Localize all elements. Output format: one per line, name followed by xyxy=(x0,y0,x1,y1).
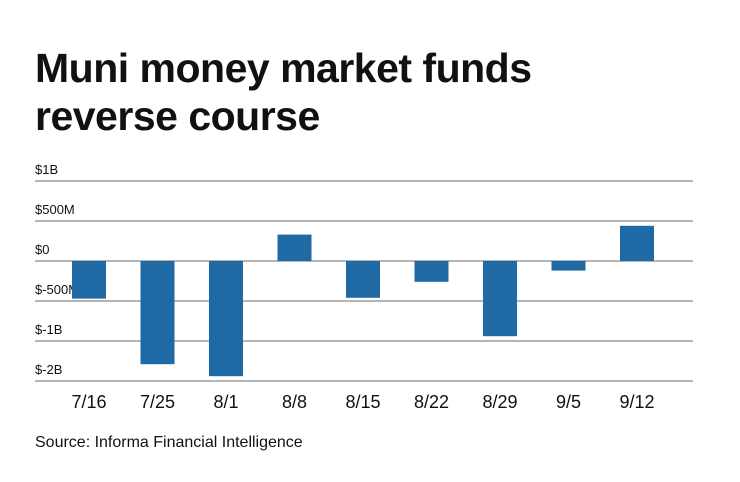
bar-8-1 xyxy=(209,261,243,377)
source-note: Source: Informa Financial Intelligence xyxy=(35,434,303,451)
bar-9-5 xyxy=(551,261,586,271)
y-tick-label: $1B xyxy=(35,162,58,177)
bar-9-12 xyxy=(620,225,654,261)
x-tick-label: 7/25 xyxy=(140,392,175,412)
chart-title-line-1: Muni money market funds xyxy=(35,45,532,91)
chart-title: Muni money market funds reverse course xyxy=(35,44,532,140)
bar-8-8 xyxy=(277,234,312,261)
y-tick-label: $500M xyxy=(35,202,75,217)
bar-8-15 xyxy=(346,261,380,298)
bar-8-29 xyxy=(483,261,517,337)
x-tick-label: 9/5 xyxy=(556,392,581,412)
x-tick-label: 8/29 xyxy=(482,392,517,412)
y-tick-label: $-2B xyxy=(35,362,62,377)
x-tick-label: 9/12 xyxy=(619,392,654,412)
x-tick-label: 8/8 xyxy=(282,392,307,412)
bar-8-22 xyxy=(414,261,449,282)
x-tick-label: 8/1 xyxy=(213,392,238,412)
y-tick-label: $-500M xyxy=(35,282,79,297)
chart-title-line-2: reverse course xyxy=(35,93,320,139)
x-tick-label: 8/15 xyxy=(345,392,380,412)
y-tick-label: $0 xyxy=(35,242,49,257)
y-tick-label: $-1B xyxy=(35,322,62,337)
bar-7-25 xyxy=(140,261,175,365)
bar-7-16 xyxy=(72,261,106,299)
x-tick-label: 7/16 xyxy=(71,392,106,412)
x-tick-label: 8/22 xyxy=(414,392,449,412)
